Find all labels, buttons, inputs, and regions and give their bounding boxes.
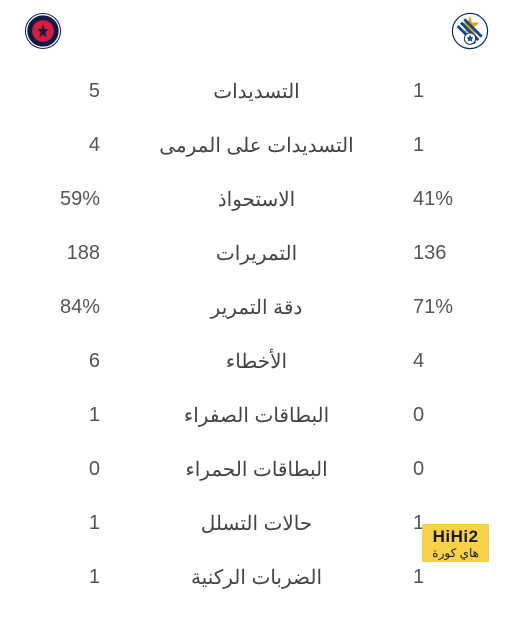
stat-row: 136 التمريرات 188 bbox=[22, 226, 491, 280]
stat-label: حالات التسلل bbox=[100, 511, 413, 536]
team-a-value: 1 bbox=[22, 566, 100, 589]
stat-label: التمريرات bbox=[100, 241, 413, 266]
stat-label: الضربات الركنية bbox=[100, 565, 413, 590]
stat-row: 0 البطاقات الصفراء 1 bbox=[22, 388, 491, 442]
team-b-value: 1 bbox=[413, 566, 491, 589]
team-b-value: 136 bbox=[413, 242, 491, 265]
team-a-value: 84% bbox=[22, 296, 100, 319]
stats-table: 1 التسديدات 5 1 التسديدات على المرمى 4 4… bbox=[22, 64, 491, 604]
team-a-logo bbox=[24, 12, 62, 50]
team-a-value: 1 bbox=[22, 404, 100, 427]
team-b-value: 41% bbox=[413, 188, 491, 211]
watermark-top-text: HiHi2 bbox=[432, 528, 479, 547]
stat-label: التسديدات على المرمى bbox=[100, 133, 413, 158]
team-b-value: 1 bbox=[413, 134, 491, 157]
team-b-value: 1 bbox=[413, 80, 491, 103]
team-b-value: 4 bbox=[413, 350, 491, 373]
team-a-value: 4 bbox=[22, 134, 100, 157]
team-b-value: 0 bbox=[413, 404, 491, 427]
team-a-value: 188 bbox=[22, 242, 100, 265]
watermark-badge: HiHi2 هاي كورة bbox=[422, 524, 489, 562]
stat-row: 4 الأخطاء 6 bbox=[22, 334, 491, 388]
stat-label: دقة التمرير bbox=[100, 295, 413, 320]
teams-header bbox=[22, 12, 491, 64]
team-a-value: 6 bbox=[22, 350, 100, 373]
team-b-logo bbox=[451, 12, 489, 50]
team-a-value: 0 bbox=[22, 458, 100, 481]
stat-row: 1 الضربات الركنية 1 bbox=[22, 550, 491, 604]
team-b-value: 0 bbox=[413, 458, 491, 481]
stat-row: 1 التسديدات 5 bbox=[22, 64, 491, 118]
stat-row: 1 حالات التسلل 1 bbox=[22, 496, 491, 550]
watermark-bottom-text: هاي كورة bbox=[432, 547, 479, 560]
stat-row: 71% دقة التمرير 84% bbox=[22, 280, 491, 334]
team-b-value: 71% bbox=[413, 296, 491, 319]
stat-label: الاستحواذ bbox=[100, 187, 413, 212]
team-a-value: 1 bbox=[22, 512, 100, 535]
stat-label: البطاقات الصفراء bbox=[100, 403, 413, 428]
stat-row: 1 التسديدات على المرمى 4 bbox=[22, 118, 491, 172]
stat-label: التسديدات bbox=[100, 79, 413, 104]
stat-label: البطاقات الحمراء bbox=[100, 457, 413, 482]
stat-row: 41% الاستحواذ 59% bbox=[22, 172, 491, 226]
team-a-value: 5 bbox=[22, 80, 100, 103]
stat-row: 0 البطاقات الحمراء 0 bbox=[22, 442, 491, 496]
team-a-value: 59% bbox=[22, 188, 100, 211]
stat-label: الأخطاء bbox=[100, 349, 413, 374]
